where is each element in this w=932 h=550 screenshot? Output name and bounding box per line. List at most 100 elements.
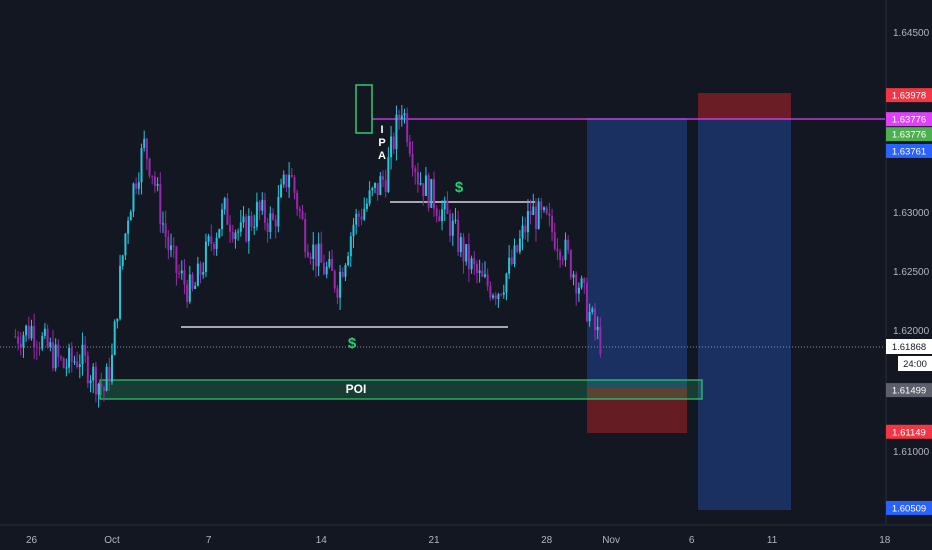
candle-body: [188, 274, 191, 302]
candle-body: [532, 206, 535, 215]
candle-body: [196, 263, 199, 286]
y-tick-label: 1.61000: [893, 447, 930, 458]
candle-body: [35, 346, 38, 348]
candle-body: [234, 232, 237, 240]
candle-body: [371, 188, 374, 191]
candle-body: [253, 226, 256, 228]
price-tag: [886, 88, 932, 103]
candle-body: [373, 183, 376, 189]
y-tick-label: 1.62500: [893, 267, 930, 278]
candle-body: [17, 336, 20, 344]
candle-body: [119, 265, 122, 319]
candle-body: [403, 113, 406, 116]
price-tag: [886, 383, 932, 398]
poi-zone[interactable]: [99, 379, 703, 400]
candle-body: [54, 344, 57, 369]
candle-body: [510, 257, 513, 265]
candle-body: [229, 224, 232, 232]
candle-body: [76, 361, 79, 368]
candle-body: [97, 384, 100, 395]
candle-body: [272, 213, 274, 220]
candle-body: [422, 183, 425, 196]
x-tick-label: 6: [689, 535, 695, 546]
poi-label: POI: [346, 382, 367, 396]
candle-body: [516, 245, 519, 252]
candle-body: [384, 179, 387, 192]
candle-body: [92, 366, 95, 381]
candle-body: [599, 326, 602, 355]
candle-body: [261, 200, 264, 211]
candle-body: [545, 207, 548, 214]
candle-body: [33, 326, 36, 347]
candle-body: [102, 387, 105, 392]
price-tag-label: 1.63761: [892, 146, 926, 157]
x-tick-label: 26: [26, 535, 38, 546]
candle-body: [443, 200, 446, 210]
candle-body: [438, 216, 441, 222]
candle-body: [392, 136, 395, 150]
candle-body: [478, 270, 481, 273]
candle-body: [357, 213, 360, 217]
long-position-tool[interactable]: [698, 93, 791, 510]
candle-body: [19, 343, 22, 348]
candle-body: [258, 201, 261, 211]
candle-body: [46, 328, 49, 347]
time-axis[interactable]: 26 Oct 7 14 21 28 Nov 6 11 18: [26, 535, 891, 546]
ipa-letter-i: I: [380, 124, 383, 136]
candle-body: [70, 347, 73, 362]
candle-body: [111, 354, 113, 382]
candle-body: [483, 274, 486, 277]
candle-body: [553, 232, 556, 249]
candle-body: [100, 384, 103, 388]
candle-body: [376, 183, 379, 195]
candle-body: [352, 224, 355, 237]
candle-body: [145, 138, 148, 159]
price-tag-label: 1.61149: [892, 427, 926, 438]
candle-body: [143, 138, 146, 149]
candle-body: [288, 174, 291, 188]
candle-body: [559, 251, 562, 260]
candle-body: [325, 266, 328, 275]
x-tick-label: 28: [541, 535, 553, 546]
candle-body: [247, 215, 250, 242]
candle-body: [175, 246, 178, 273]
peak-highlight-box[interactable]: [355, 84, 373, 134]
candle-body: [237, 231, 240, 233]
candle-body: [540, 201, 543, 210]
candle-body: [473, 258, 476, 265]
candle-body: [349, 236, 352, 257]
dollar-sign-highs: $: [455, 179, 464, 196]
candle-body: [194, 285, 197, 289]
candle-body: [551, 215, 554, 233]
candle-body: [191, 274, 194, 289]
candle-body: [306, 251, 309, 257]
candle-body: [585, 283, 588, 322]
candle-body: [137, 182, 140, 189]
candle-body: [462, 237, 465, 262]
candle-body: [459, 237, 462, 253]
candle-body: [556, 248, 559, 252]
candle-body: [390, 136, 393, 158]
price-tag-label: 1.63776: [892, 115, 926, 126]
countdown-tag: [898, 356, 932, 371]
candle-body: [569, 250, 572, 278]
candle-body: [22, 335, 25, 348]
candle-body: [594, 308, 596, 331]
dollar-sign-lows: $: [348, 335, 357, 352]
candle-body: [580, 278, 583, 288]
candle-body: [38, 347, 41, 349]
candle-body: [156, 184, 159, 186]
candle-body: [430, 179, 433, 208]
candle-body: [135, 183, 138, 189]
x-tick-label: 18: [879, 535, 891, 546]
short-position-tool[interactable]: [587, 118, 687, 433]
candle-body: [382, 176, 385, 180]
candle-body: [57, 344, 60, 357]
candle-body: [406, 113, 409, 142]
candle-body: [567, 239, 570, 251]
candle-body: [51, 342, 54, 369]
current-price-tag: [886, 339, 932, 354]
candle-body: [537, 201, 540, 229]
candle-body: [513, 245, 516, 265]
